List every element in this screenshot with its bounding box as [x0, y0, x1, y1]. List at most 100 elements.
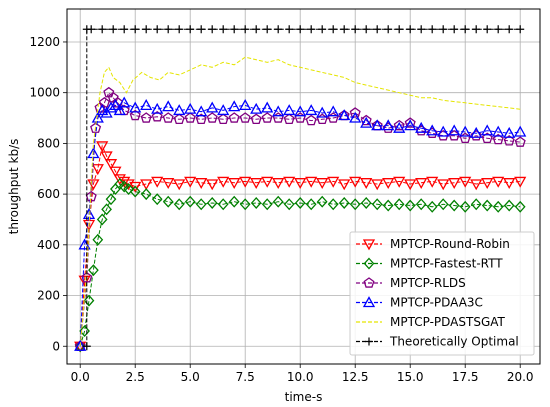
plot-frame [66, 8, 541, 365]
data-point-marker [514, 176, 527, 188]
data-point-marker [363, 257, 375, 270]
y-tick-label: 1200 [29, 35, 60, 49]
data-point-marker [153, 25, 162, 34]
data-point-marker [426, 176, 439, 188]
x-tick-label: 5.0 [181, 370, 200, 384]
legend-item: MPTCP-Round-Robin [356, 237, 510, 251]
y-tick-label: 200 [37, 289, 60, 303]
data-point-marker [492, 125, 505, 137]
data-point-marker [371, 198, 383, 211]
data-point-marker [90, 122, 102, 133]
data-point-marker [514, 200, 526, 213]
series-line [79, 56, 521, 347]
data-point-marker [305, 198, 317, 211]
data-point-marker [120, 25, 129, 34]
data-point-marker [305, 104, 318, 116]
data-point-marker [371, 119, 384, 131]
data-point-marker [173, 113, 185, 124]
data-point-marker [417, 25, 426, 34]
data-point-marker [415, 198, 427, 211]
data-point-marker [483, 25, 492, 34]
data-point-marker [184, 176, 197, 188]
y-axis-ticks: 0 200 400 600 800 1000 1200 [29, 35, 67, 353]
y-axis-title: throughput kb/s [7, 139, 21, 235]
data-point-marker [113, 174, 126, 186]
legend-item: MPTCP-Fastest-RTT [356, 257, 503, 271]
data-point-marker [175, 25, 184, 34]
series-theoretically-optimal [82, 25, 525, 351]
data-point-marker [461, 25, 470, 34]
data-point-marker [217, 113, 229, 124]
data-point-marker [472, 25, 481, 34]
data-point-marker [74, 339, 87, 351]
data-point-marker [96, 213, 108, 226]
data-point-marker [365, 337, 373, 346]
data-point-marker [360, 178, 373, 190]
data-point-marker [404, 119, 417, 131]
data-point-marker [327, 176, 340, 188]
data-point-marker [349, 198, 361, 211]
data-point-marker [87, 25, 96, 34]
data-point-marker [371, 179, 384, 191]
data-point-marker [250, 178, 263, 190]
data-point-marker [285, 25, 294, 34]
data-point-marker [230, 25, 239, 34]
data-point-marker [252, 25, 261, 34]
data-point-marker [239, 112, 251, 123]
data-point-marker [219, 25, 228, 34]
data-point-marker [206, 101, 219, 113]
data-point-marker [184, 112, 196, 123]
x-tick-label: 17.5 [452, 370, 479, 384]
data-point-marker [481, 132, 493, 144]
data-point-marker [360, 197, 372, 209]
data-point-marker [415, 121, 428, 133]
data-point-marker [184, 195, 196, 208]
data-point-marker [217, 198, 229, 211]
series-mptcp-pdastsgat [79, 56, 521, 347]
data-point-marker [404, 179, 417, 191]
data-point-marker [283, 104, 296, 116]
data-point-marker [384, 25, 393, 34]
data-point-marker [140, 188, 152, 201]
data-point-marker [272, 105, 285, 117]
data-point-marker [481, 178, 494, 190]
data-point-marker [104, 159, 118, 171]
data-point-marker [338, 197, 350, 209]
data-point-marker [492, 200, 504, 213]
data-point-marker [129, 109, 141, 121]
data-point-marker [406, 25, 415, 34]
data-point-marker [316, 106, 329, 118]
data-point-marker [173, 179, 186, 191]
data-point-marker [393, 176, 406, 188]
series-layer [74, 25, 527, 353]
data-point-marker [514, 125, 527, 137]
y-tick-label: 400 [37, 238, 60, 252]
x-axis-ticks: 0.0 2.5 5.0 7.5 10.0 12.5 15.0 17.5 20.0 [71, 364, 534, 384]
data-point-marker [239, 198, 251, 211]
data-point-marker [338, 109, 351, 121]
data-point-marker [503, 199, 515, 212]
data-point-marker [91, 164, 104, 176]
data-point-marker [426, 124, 439, 136]
data-point-marker [274, 25, 283, 34]
data-point-marker [382, 119, 395, 131]
data-point-marker [503, 178, 516, 190]
data-point-marker [129, 181, 142, 193]
data-point-marker [162, 112, 174, 123]
data-point-marker [173, 104, 186, 116]
legend-label: MPTCP-Round-Robin [390, 237, 510, 251]
legend-label: MPTCP-PDAA3C [390, 296, 483, 310]
x-tick-label: 15.0 [397, 370, 424, 384]
series-mptcp-fastest-rtt [74, 177, 526, 353]
series-line [79, 183, 521, 347]
data-point-marker [393, 119, 405, 131]
data-point-marker [82, 342, 91, 351]
x-tick-label: 10.0 [287, 370, 314, 384]
legend-item: Theoretically Optimal [356, 335, 519, 349]
data-point-marker [217, 176, 230, 188]
data-point-marker [316, 195, 328, 208]
data-point-marker [228, 112, 240, 123]
data-point-marker [338, 179, 351, 191]
data-point-marker [113, 104, 126, 116]
data-point-marker [197, 25, 206, 34]
